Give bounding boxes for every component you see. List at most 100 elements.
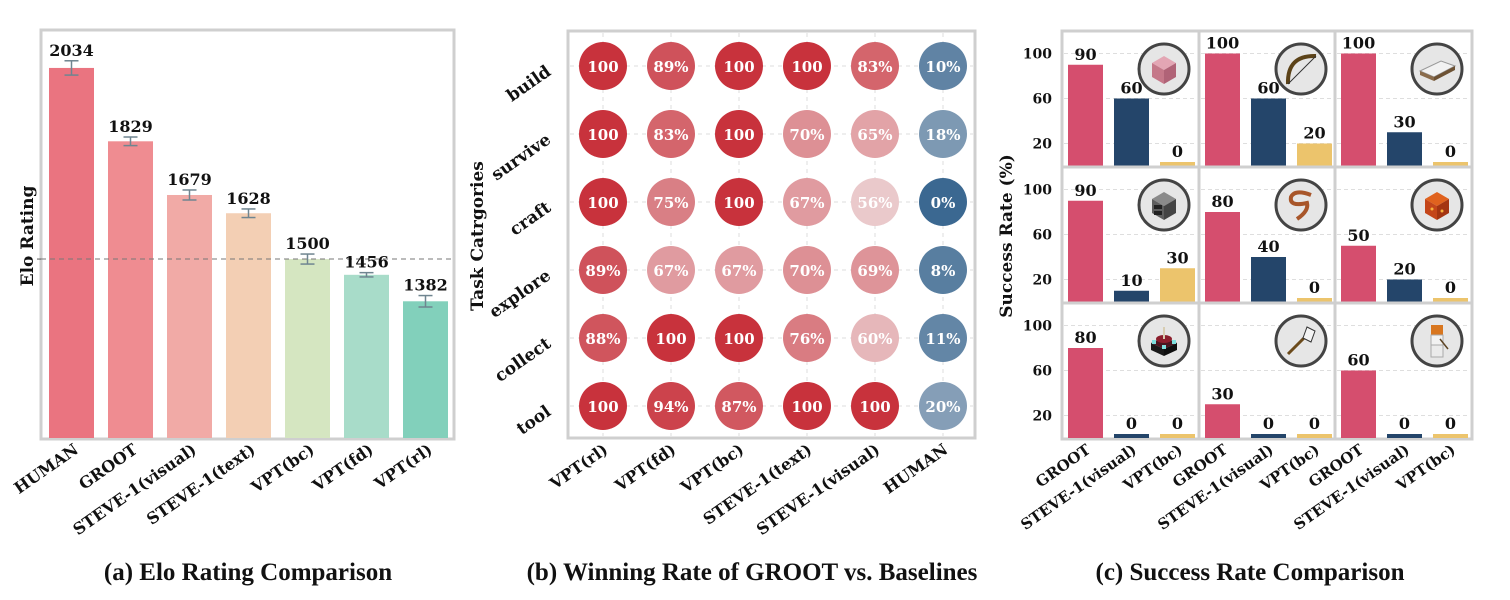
panel-a-caption: (a) Elo Rating Comparison — [104, 559, 392, 586]
rate-circle — [647, 42, 695, 90]
y-tick-label: 20 — [1033, 273, 1053, 289]
cell-survive-2: 100 — [715, 110, 763, 158]
subplot-bow: 100 60 20 — [1197, 29, 1338, 169]
y-tick-label: 100 — [1023, 319, 1052, 335]
value-label: 1382 — [403, 276, 448, 295]
cell-tool-3: 100 — [783, 382, 831, 430]
rate-label: 100 — [587, 58, 618, 76]
cell-explore-0: 89% — [579, 246, 627, 294]
rate-label: 67% — [653, 262, 688, 280]
bar-steve-1-visual- — [1251, 434, 1286, 438]
value-label: 0 — [1399, 414, 1410, 433]
bar-steve-1-visual- — [1114, 434, 1149, 438]
value-label: 50 — [1347, 226, 1369, 245]
error-bar — [182, 189, 197, 201]
y-tick-label: explore — [486, 266, 555, 323]
cell-collect-5: 11% — [919, 314, 967, 362]
rate-circle — [715, 314, 763, 362]
cell-build-5: 10% — [919, 42, 967, 90]
error-bar — [64, 60, 79, 76]
bar-vpt-bc- — [1297, 434, 1332, 438]
bar-steve-1-visual- — [1387, 132, 1422, 166]
cell-collect-0: 88% — [579, 314, 627, 362]
y-tick-label: craft — [506, 198, 555, 241]
bar-steve-1-visual- — [1387, 434, 1422, 438]
y-tick-label: 100 — [1023, 183, 1052, 199]
bar-groot — [1341, 370, 1376, 438]
rate-circle — [783, 110, 831, 158]
cell-collect-3: 76% — [783, 314, 831, 362]
cell-craft-2: 100 — [715, 178, 763, 226]
cell-collect-4: 60% — [851, 314, 899, 362]
rate-circle — [783, 42, 831, 90]
y-tick-label: 60 — [1033, 228, 1053, 244]
subplot-furnace: 20 60 100 90 10 30 — [1023, 165, 1201, 305]
rate-label: 89% — [585, 262, 620, 280]
value-label: 100 — [1206, 34, 1239, 53]
value-label: 60 — [1257, 79, 1279, 98]
cell-tool-2: 87% — [715, 382, 763, 430]
panel-b-winning-rate: 100 89% 100 100 83% 10% 100 83% 100 70% 65% 18% 100 7… — [468, 29, 978, 586]
subplot-snow-golem: 60 0 0 — [1333, 301, 1474, 441]
rate-label: 67% — [789, 194, 824, 212]
magma-block-icon — [1410, 178, 1464, 232]
cell-tool-0: 100 — [579, 382, 627, 430]
y-tick-label: build — [503, 62, 555, 107]
value-label: 20 — [1393, 260, 1415, 279]
cell-survive-1: 83% — [647, 110, 695, 158]
rate-circle — [919, 178, 967, 226]
rate-label: 100 — [723, 330, 754, 348]
rate-circle — [715, 42, 763, 90]
bar-vpt-bc- — [1160, 268, 1195, 302]
bar-steve-1-text- — [226, 213, 271, 438]
cell-tool-5: 20% — [919, 382, 967, 430]
rate-circle — [919, 110, 967, 158]
pink-wool-block-icon — [1137, 42, 1191, 96]
rate-label: 100 — [859, 398, 890, 416]
rate-circle — [647, 314, 695, 362]
cell-survive-5: 18% — [919, 110, 967, 158]
y-tick-label: 60 — [1033, 92, 1053, 108]
rate-circle — [579, 314, 627, 362]
cell-survive-4: 65% — [851, 110, 899, 158]
value-label: 60 — [1120, 79, 1142, 98]
y-axis-label: Elo Rating — [18, 186, 38, 287]
bar-groot — [1205, 53, 1240, 166]
value-label: 40 — [1257, 237, 1279, 256]
cell-craft-4: 56% — [851, 178, 899, 226]
lead-rope-icon — [1274, 178, 1328, 232]
value-label: 1679 — [167, 170, 212, 189]
x-tick-label: VPT(rl) — [370, 440, 436, 494]
rate-label: 0% — [931, 194, 956, 212]
cell-explore-3: 70% — [783, 246, 831, 294]
value-label: 1628 — [226, 189, 271, 208]
rate-label: 11% — [925, 330, 960, 348]
rate-circle — [851, 178, 899, 226]
rate-circle — [715, 246, 763, 294]
rate-label: 70% — [789, 262, 824, 280]
y-axis-label: Task Catrgories — [468, 161, 488, 311]
bar-groot — [108, 141, 153, 438]
value-label: 0 — [1309, 414, 1320, 433]
value-label: 10 — [1120, 271, 1142, 290]
x-tick-label: VPT(bc) — [247, 440, 318, 498]
error-bar — [300, 253, 315, 265]
value-label: 0 — [1445, 278, 1456, 297]
rate-label: 69% — [857, 262, 892, 280]
cell-tool-4: 100 — [851, 382, 899, 430]
rate-circle — [647, 382, 695, 430]
rate-label: 100 — [587, 126, 618, 144]
rate-label: 65% — [857, 126, 892, 144]
value-label: 20 — [1303, 124, 1325, 143]
value-label: 0 — [1172, 414, 1183, 433]
bar-steve-1-visual- — [1251, 257, 1286, 302]
rate-label: 76% — [789, 330, 824, 348]
y-tick-label: 20 — [1033, 137, 1053, 153]
rate-label: 100 — [587, 194, 618, 212]
rate-circle — [715, 382, 763, 430]
bar-vpt-bc- — [1297, 298, 1332, 302]
rate-circle — [851, 42, 899, 90]
subplot-magma-block: 50 20 0 — [1333, 165, 1474, 305]
rate-circle — [647, 246, 695, 294]
